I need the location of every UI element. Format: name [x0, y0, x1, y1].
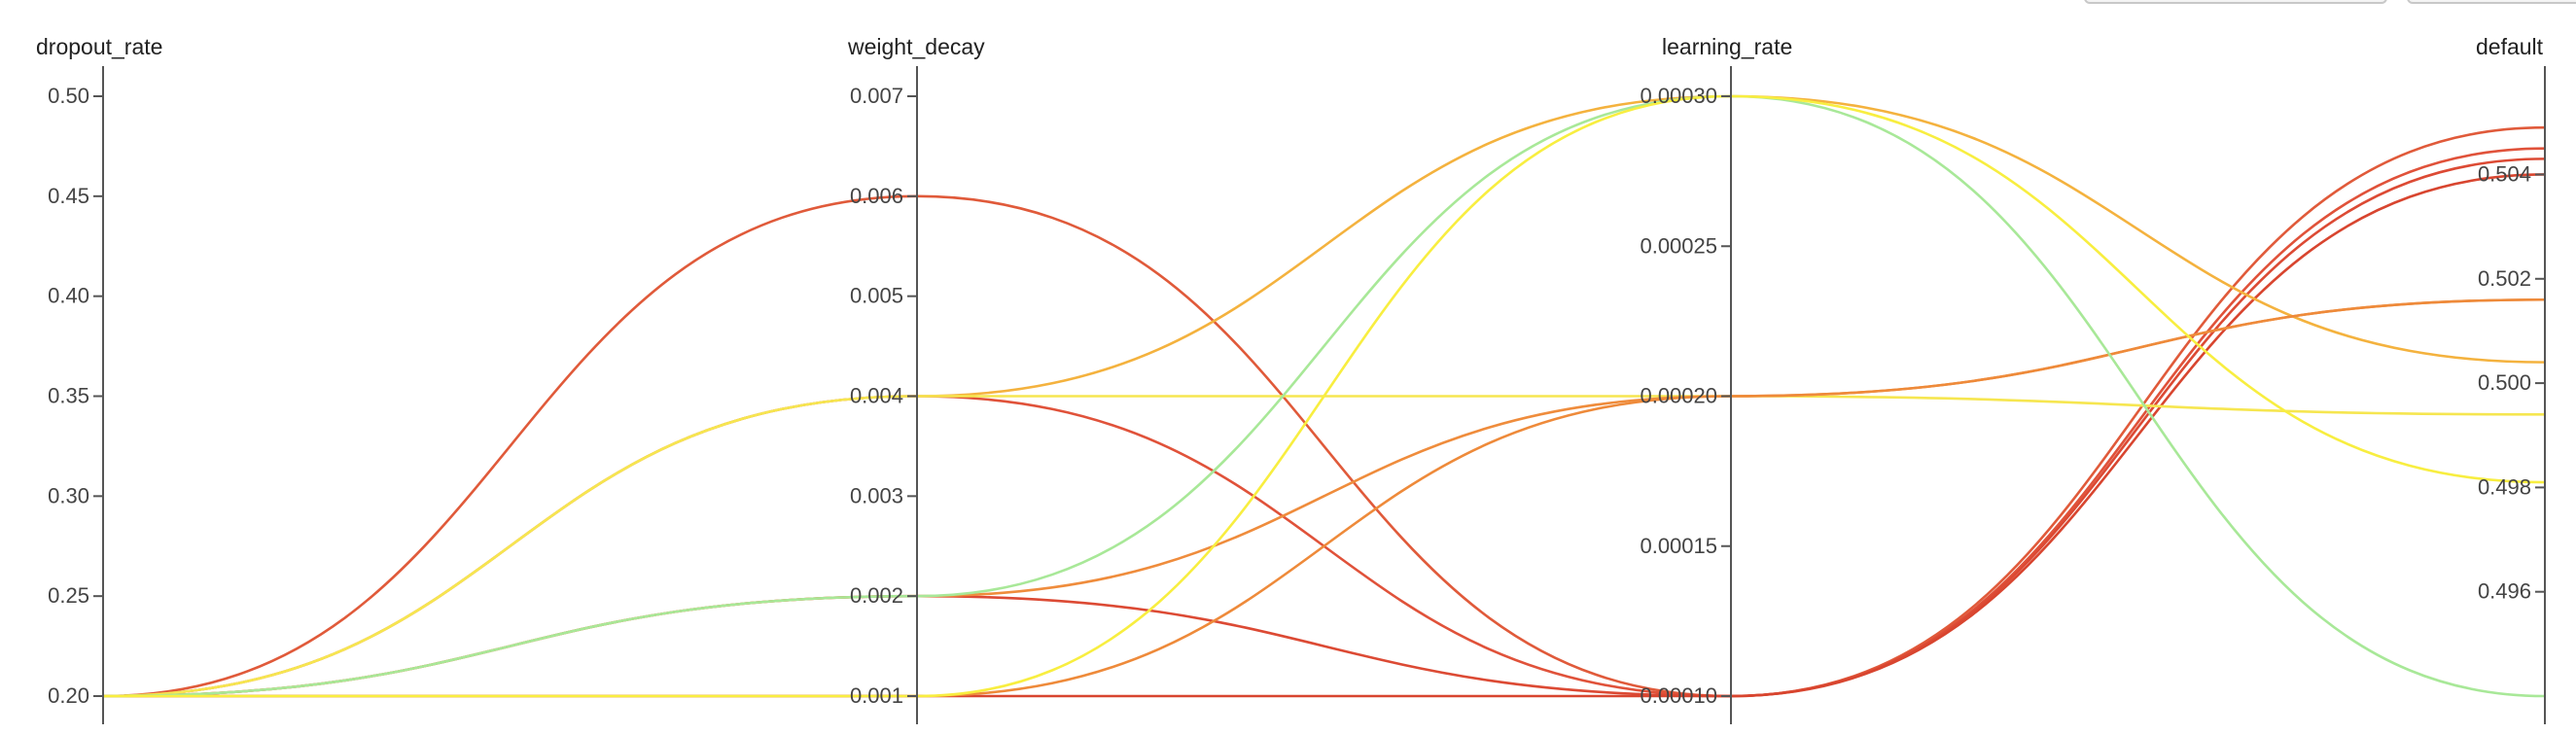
- top-control-right[interactable]: [2407, 0, 2576, 4]
- tick-label: 0.005: [850, 284, 903, 308]
- tick-label: 0.00030: [1640, 84, 1717, 108]
- series-line-7: [102, 297, 2546, 698]
- series-lines: [102, 94, 2546, 698]
- tick-label: 0.496: [2478, 579, 2531, 604]
- tick-label: 0.502: [2478, 266, 2531, 291]
- axis-title-metric: default: [2476, 34, 2544, 59]
- series-line-3: [102, 157, 2546, 698]
- series-line-9: [102, 94, 2546, 698]
- tick-label: 0.45: [48, 184, 89, 208]
- series-line-8: [103, 297, 2546, 698]
- tick-label: 0.00010: [1640, 683, 1717, 708]
- tick-label: 0.498: [2478, 474, 2531, 499]
- axis-title-dropout_rate: dropout_rate: [36, 34, 162, 59]
- tick-label: 0.40: [48, 284, 89, 308]
- tick-label: 0.00025: [1640, 233, 1717, 258]
- series-line-1: [102, 125, 2546, 698]
- tick-label: 0.35: [48, 384, 89, 408]
- tick-label: 0.00020: [1640, 384, 1717, 408]
- tick-label: 0.002: [850, 583, 903, 608]
- series-line-2: [102, 147, 2546, 698]
- tick-label: 0.006: [850, 184, 903, 208]
- tick-label: 0.00015: [1640, 534, 1717, 558]
- axis-title-learning_rate: learning_rate: [1662, 34, 1792, 59]
- axis-title-weight_decay: weight_decay: [847, 34, 985, 59]
- tick-label: 0.001: [850, 683, 903, 708]
- series-line-4: [103, 173, 2546, 698]
- tick-label: 0.20: [48, 683, 89, 708]
- tick-label: 0.004: [850, 384, 903, 408]
- tick-label: 0.003: [850, 483, 903, 507]
- tick-label: 0.25: [48, 583, 89, 608]
- tick-label: 0.50: [48, 84, 89, 108]
- series-line-10: [103, 94, 2546, 698]
- tick-label: 0.504: [2478, 161, 2531, 186]
- tick-label: 0.500: [2478, 370, 2531, 395]
- tick-label: 0.30: [48, 483, 89, 507]
- axes: dropout_rate 0.20 0.25 0.30 0.35 0.40 0.45 0.50…: [36, 34, 2546, 724]
- tick-label: 0.007: [850, 84, 903, 108]
